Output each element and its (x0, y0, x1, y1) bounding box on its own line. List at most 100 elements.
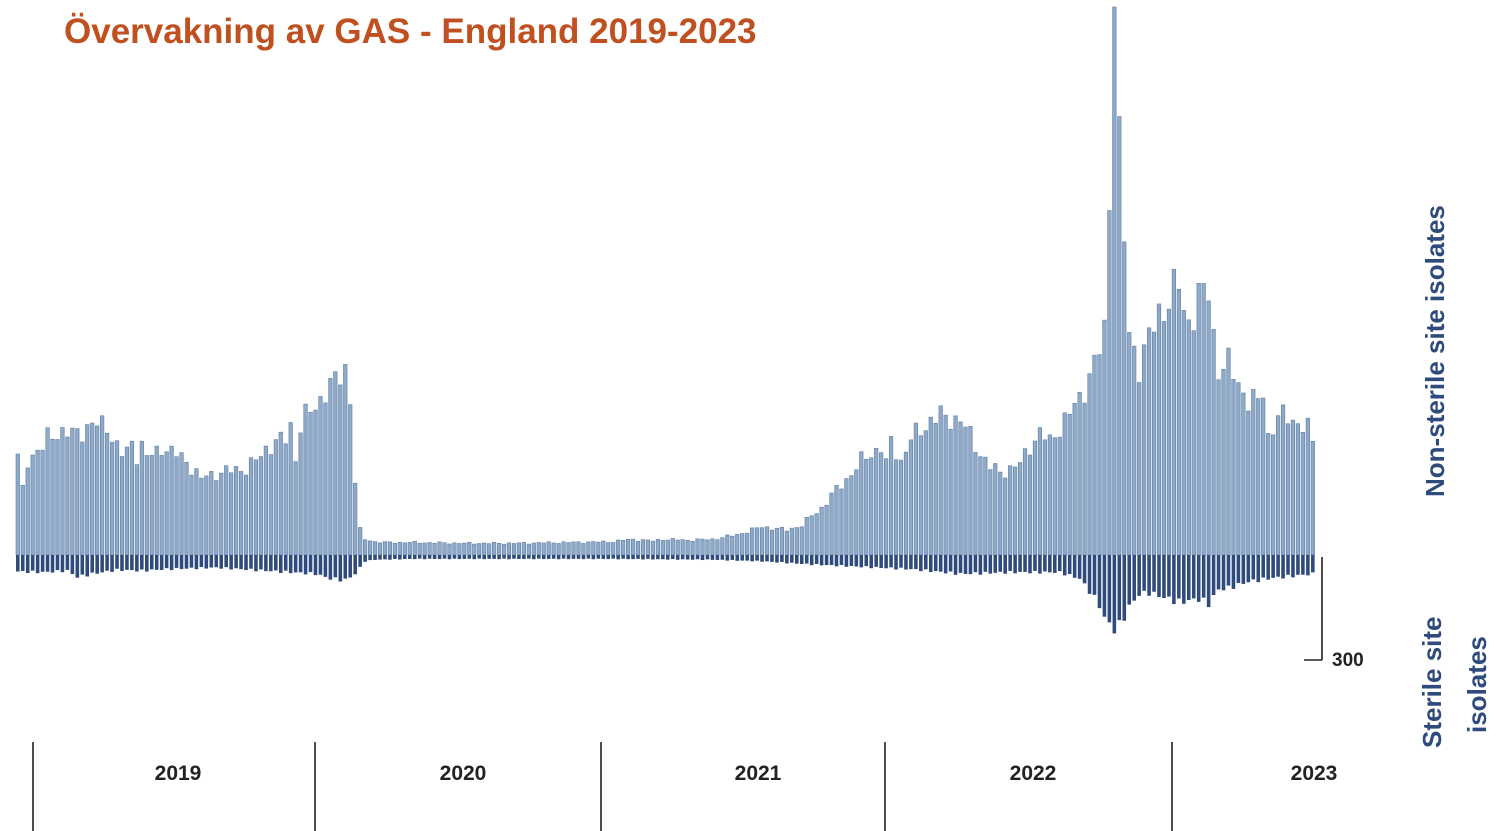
sterile-bar (417, 555, 422, 559)
non-sterile-bar (323, 402, 328, 556)
sterile-bar (1147, 555, 1151, 596)
sterile-bar (214, 555, 219, 568)
sterile-bar (234, 555, 238, 569)
non-sterile-bar (224, 465, 229, 556)
non-sterile-bar (462, 542, 467, 556)
sterile-bar (487, 555, 491, 559)
sterile-bar (313, 555, 318, 576)
non-sterile-bar (412, 540, 417, 556)
non-sterile-bar (328, 378, 333, 556)
sterile-bar (849, 555, 854, 566)
non-sterile-bar (551, 542, 556, 556)
sterile-bar (904, 555, 908, 570)
non-sterile-bar (134, 464, 139, 556)
non-sterile-bar (755, 527, 760, 556)
non-sterile-bar (854, 469, 859, 556)
sterile-bar (591, 555, 596, 560)
sterile-bar (586, 555, 591, 559)
sterile-bar (675, 555, 680, 560)
non-sterile-bar (139, 440, 144, 556)
sterile-bar (343, 555, 348, 579)
non-sterile-bar (923, 430, 928, 556)
sterile-bar (422, 555, 427, 560)
non-sterile-bar (1206, 300, 1211, 556)
non-sterile-bar (988, 469, 993, 556)
sterile-bar (631, 555, 635, 560)
non-sterile-bar (243, 474, 249, 556)
sterile-bar (502, 555, 506, 559)
non-sterile-bar (1013, 466, 1018, 556)
non-sterile-bar (367, 540, 373, 556)
non-sterile-bar (15, 453, 20, 556)
non-sterile-bar (95, 425, 100, 556)
sterile-bar (1177, 555, 1181, 599)
sterile-bar (790, 555, 794, 563)
sterile-bar (219, 555, 224, 569)
non-sterile-bar (918, 435, 923, 556)
chart-title: Övervakning av GAS - England 2019-2023 (64, 12, 757, 51)
time-axis (32, 742, 1173, 831)
non-sterile-bar (1305, 417, 1310, 556)
sterile-bar (70, 555, 75, 575)
sterile-bar (95, 555, 99, 574)
sterile-bar (532, 555, 536, 560)
non-sterile-bar (859, 451, 864, 556)
sterile-bar (1048, 555, 1052, 573)
sterile-bar (1033, 555, 1037, 571)
non-sterile-bar (561, 541, 566, 556)
non-sterile-bar (521, 542, 526, 556)
sterile-bar (730, 555, 735, 560)
sterile-bar (943, 555, 948, 574)
sterile-bar (393, 555, 397, 559)
sterile-bar (1162, 555, 1166, 599)
sterile-bar (611, 555, 615, 559)
non-sterile-bar (958, 421, 963, 556)
non-sterile-bar (209, 471, 214, 556)
non-sterile-bar (184, 461, 189, 556)
non-sterile-bar (1241, 392, 1246, 556)
non-sterile-bar (1072, 403, 1077, 556)
non-sterile-bar (1211, 329, 1216, 556)
non-sterile-bar (814, 513, 819, 556)
non-sterile-bar (258, 456, 264, 556)
sterile-bar (368, 555, 372, 561)
sterile-bar (938, 555, 943, 572)
sterile-bar (680, 555, 685, 560)
sterile-bar (1072, 555, 1077, 578)
non-sterile-bar (194, 468, 199, 556)
non-sterile-bar (829, 492, 834, 556)
sterile-bar (576, 555, 581, 559)
sterile-bar (40, 555, 45, 572)
sterile-bar (839, 555, 844, 565)
non-sterile-bar (1112, 6, 1117, 556)
non-sterile-bar (635, 540, 641, 556)
sterile-bar (363, 555, 367, 562)
non-sterile-bar (705, 539, 710, 556)
non-sterile-bar (963, 426, 968, 556)
non-sterile-bar (536, 542, 541, 556)
sterile-bar (482, 555, 486, 560)
sterile-bar (666, 555, 670, 560)
non-sterile-bar (427, 542, 432, 556)
sterile-bar (993, 555, 998, 573)
sterile-bar (130, 555, 134, 571)
non-sterile-bar (1171, 268, 1176, 556)
non-sterile-bar (799, 526, 804, 556)
sterile-bar (1311, 555, 1315, 573)
sterile-bar (1097, 555, 1102, 609)
non-sterile-bar (1251, 389, 1256, 556)
non-sterile-bar (1310, 440, 1315, 556)
non-sterile-bar (1256, 398, 1261, 556)
sterile-bar (462, 555, 467, 559)
non-sterile-bar (784, 530, 789, 556)
non-sterile-bar (402, 542, 407, 556)
non-sterile-bar (993, 463, 998, 556)
sterile-bar (1221, 555, 1226, 591)
non-sterile-bar (338, 384, 343, 556)
non-sterile-bar (179, 452, 184, 556)
non-sterile-bar (1276, 415, 1281, 556)
sterile-bar (1107, 555, 1112, 623)
sterile-bar (616, 555, 620, 560)
non-sterile-bar (343, 364, 348, 556)
sterile-bar (705, 555, 710, 560)
